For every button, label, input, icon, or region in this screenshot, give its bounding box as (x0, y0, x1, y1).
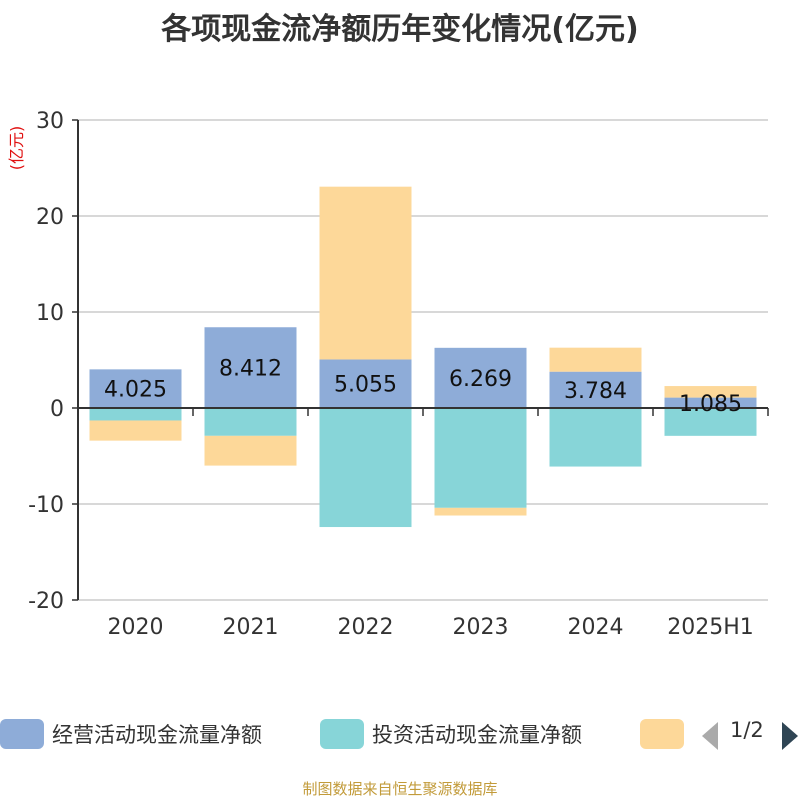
y-tick-label: 20 (36, 205, 64, 230)
bar-2020-s0 (89, 369, 182, 408)
data-label: 1.085 (679, 392, 742, 417)
legend-swatch (320, 719, 364, 749)
y-tick-label: 0 (50, 397, 64, 422)
grid-lines (78, 119, 768, 601)
legend-next-icon[interactable] (782, 722, 798, 750)
bar-2020-s2 (89, 420, 182, 441)
legend-label-investing: 投资活动现金流量净额 (372, 723, 582, 747)
axes: -20 -10 0 10 20 30 (亿元) 2020 2021 2022 2023 2024 202… (7, 109, 769, 640)
legend-item-third[interactable] (640, 716, 692, 752)
bar-2025H1-s0 (664, 397, 757, 408)
data-label: 8.412 (219, 357, 282, 382)
y-tick-label: 30 (36, 109, 64, 134)
data-label: 5.055 (334, 373, 397, 398)
x-tick-label: 2021 (223, 615, 279, 640)
bar-2024-s1 (549, 408, 642, 467)
chart-title: 各项现金流净额历年变化情况(亿元) (161, 12, 639, 47)
data-label: 3.784 (564, 379, 627, 404)
legend-label-operating: 经营活动现金流量净额 (52, 723, 262, 747)
bar-2024-s0 (549, 371, 642, 408)
y-tick-label: -10 (28, 493, 64, 518)
legend-swatch (640, 719, 684, 749)
x-tick-label: 2023 (453, 615, 509, 640)
bar-2021-s1 (204, 408, 297, 436)
footer-source: 制图数据来自恒生聚源数据库 (302, 780, 498, 798)
bar-2021-s0 (204, 327, 297, 408)
bar-2021-s2 (204, 435, 297, 466)
data-labels: 4.025 8.412 5.055 6.269 3.784 1.085 (104, 357, 742, 417)
bars (89, 186, 757, 528)
bar-2025H1-s1 (664, 408, 757, 436)
bar-2022-s2 (319, 186, 412, 360)
bar-2023-s0 (434, 347, 527, 408)
legend-item-operating[interactable]: 经营活动现金流量净额 (0, 716, 262, 752)
legend-page-indicator: 1/2 (730, 718, 764, 742)
bar-2024-s2 (549, 347, 642, 372)
bar-2020-s1 (89, 408, 182, 421)
bar-2023-s2 (434, 507, 527, 516)
legend-prev-icon[interactable] (702, 722, 718, 750)
x-tick-label: 2020 (108, 615, 164, 640)
y-tick-label: -20 (28, 589, 64, 614)
bar-2023-s1 (434, 408, 527, 508)
legend-item-investing[interactable]: 投资活动现金流量净额 (320, 716, 582, 752)
bar-2025H1-s2 (664, 386, 757, 398)
legend-swatch (0, 719, 44, 749)
data-label: 6.269 (449, 367, 512, 392)
bar-2022-s1 (319, 408, 412, 528)
bar-2022-s0 (319, 359, 412, 408)
data-label: 4.025 (104, 378, 167, 403)
y-axis-label: (亿元) (7, 126, 26, 171)
x-tick-label: 2024 (568, 615, 624, 640)
y-tick-label: 10 (36, 301, 64, 326)
x-tick-label: 2025H1 (667, 615, 754, 640)
x-tick-label: 2022 (338, 615, 394, 640)
